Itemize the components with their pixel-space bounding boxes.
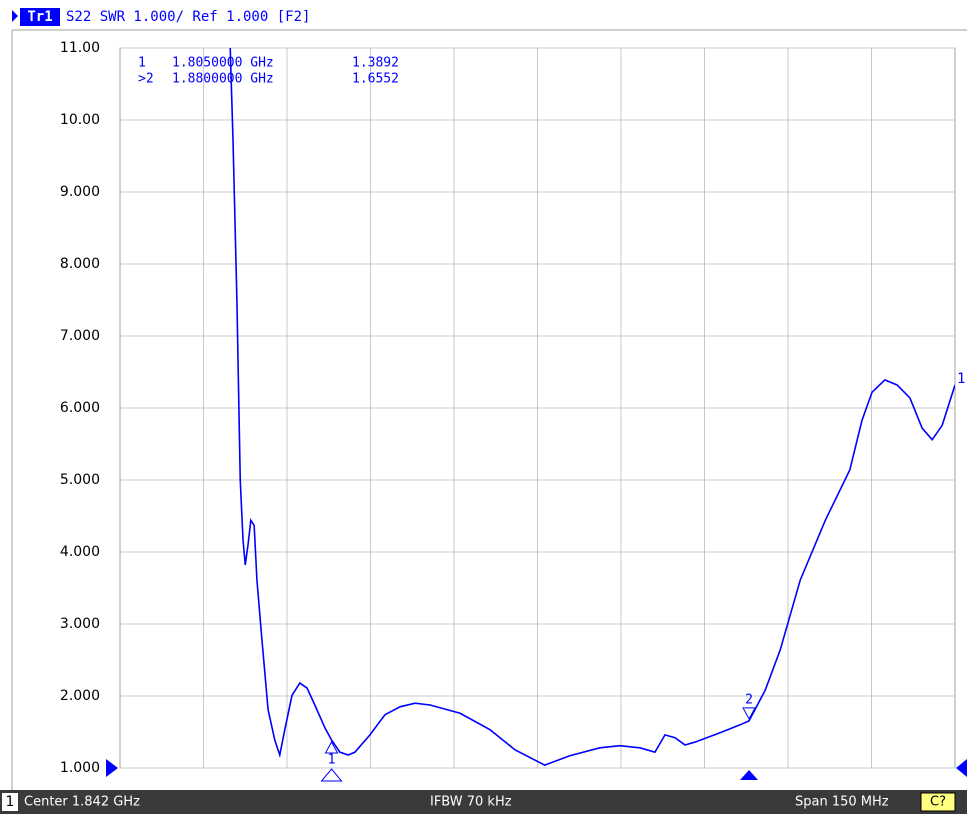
channel-badge[interactable] (2, 793, 18, 811)
marker-label: 1 (328, 752, 336, 767)
channel-number[interactable]: 1 (6, 794, 15, 810)
marker-readout-value: 1.6552 (352, 72, 399, 87)
marker-triangle (324, 740, 339, 754)
marker-readout-name: 1 (138, 56, 146, 71)
y-tick-label: 7.000 (60, 328, 100, 344)
y-tick-label: 2.000 (60, 688, 100, 704)
plot-area (119, 47, 956, 769)
y-tick-label: 4.000 (60, 544, 100, 560)
status[interactable]: C? (930, 795, 946, 810)
active-trace-arrow (12, 10, 18, 22)
trace-settings: S22 SWR 1.000/ Ref 1.000 [F2] (66, 9, 310, 25)
ref-level-arrow (106, 759, 118, 777)
status-badge[interactable] (920, 792, 956, 812)
marker-readout-frequency: 1.8800000 GHz (172, 72, 274, 87)
ifbw[interactable]: IFBW 70 kHz (430, 795, 512, 810)
y-tick-label: 8.000 (60, 256, 100, 272)
marker-readout-name: >2 (138, 72, 154, 87)
trace-name[interactable]: Tr1 (27, 9, 52, 25)
trace-end-label: 1 (957, 371, 965, 387)
y-tick-label: 5.000 (60, 472, 100, 488)
y-tick-label: 10.00 (60, 112, 100, 128)
status-bar (0, 790, 967, 814)
y-tick-label: 1.000 (60, 760, 100, 776)
marker-label: 2 (745, 692, 753, 707)
y-tick-label: 3.000 (60, 616, 100, 632)
span[interactable]: Span 150 MHz (795, 795, 889, 810)
trace-badge[interactable] (20, 8, 60, 26)
marker-axis-pointer (740, 770, 759, 780)
marker-triangle (742, 707, 756, 720)
y-tick-label: 11.00 (60, 40, 100, 56)
trace-line (229, 48, 955, 766)
marker-readout-value: 1.3892 (352, 56, 399, 71)
marker-readout-frequency: 1.8050000 GHz (172, 56, 274, 71)
ref-level-arrow-right (956, 759, 967, 777)
y-tick-label: 6.000 (60, 400, 100, 416)
y-tick-label: 9.000 (60, 184, 100, 200)
marker-axis-pointer (320, 768, 343, 782)
center-frequency[interactable]: Center 1.842 GHz (24, 795, 140, 810)
